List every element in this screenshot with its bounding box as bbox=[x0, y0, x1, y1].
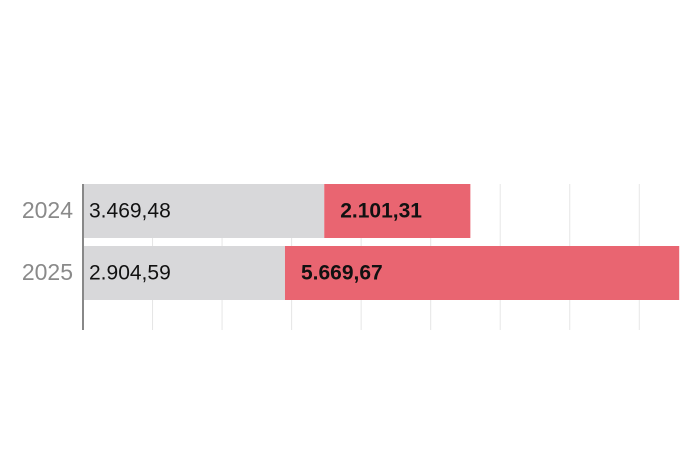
y-tick-label: 2025 bbox=[22, 259, 73, 285]
value-label: 2.904,59 bbox=[89, 262, 171, 285]
value-label: 5.669,67 bbox=[301, 262, 383, 285]
bar-segment bbox=[324, 184, 471, 238]
value-label: 3.469,48 bbox=[89, 200, 171, 223]
bar-segment bbox=[284, 246, 680, 300]
bar-segment bbox=[83, 246, 285, 300]
bar-segment bbox=[83, 184, 325, 238]
y-tick-label: 2024 bbox=[22, 197, 73, 223]
value-label: 2.101,31 bbox=[340, 200, 422, 223]
